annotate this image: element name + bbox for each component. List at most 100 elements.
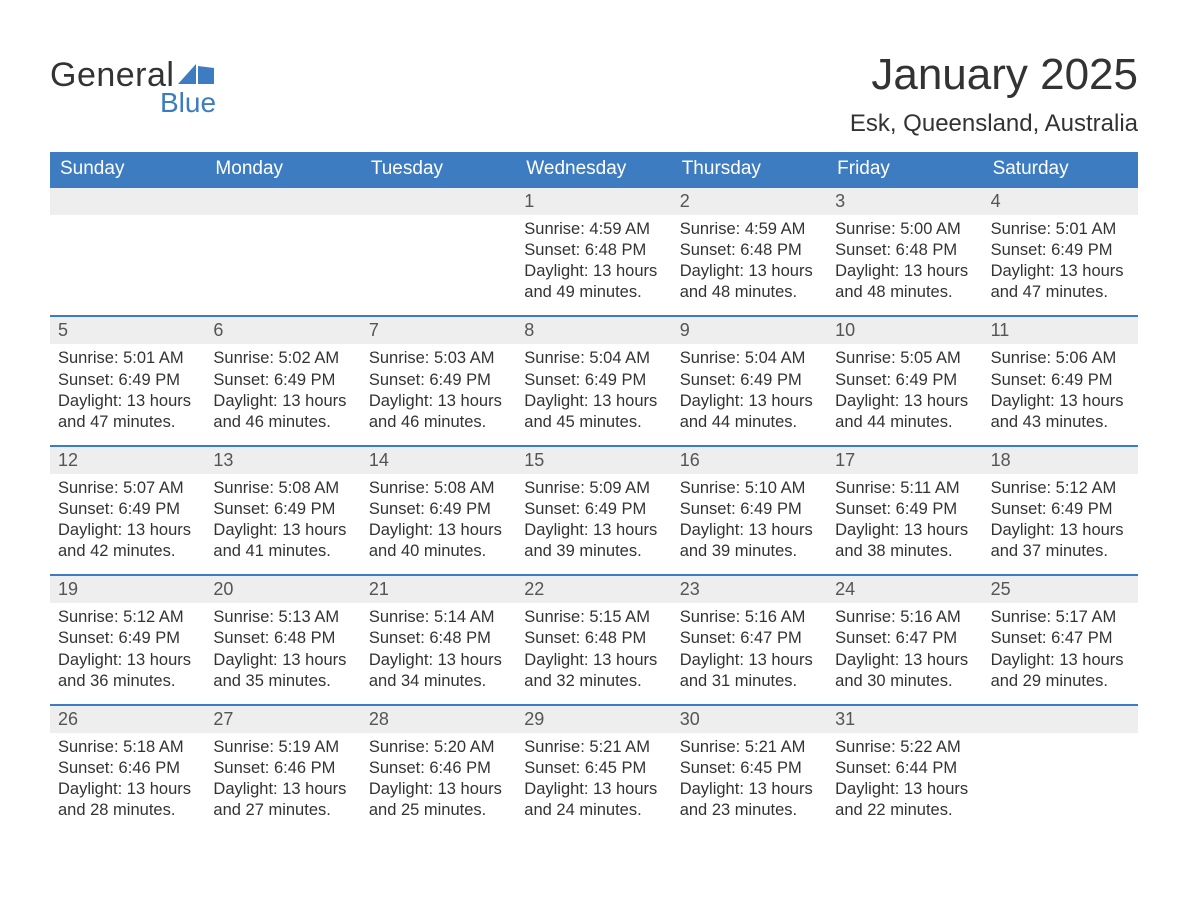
day-body: Sunrise: 5:03 AMSunset: 6:49 PMDaylight:… xyxy=(361,344,516,444)
weekday-cell: Friday xyxy=(827,152,982,186)
daylight-line: Daylight: 13 hours and 39 minutes. xyxy=(524,520,663,562)
day-number: 2 xyxy=(672,188,827,215)
daylight-line: Daylight: 13 hours and 46 minutes. xyxy=(369,391,508,433)
weekday-cell: Thursday xyxy=(672,152,827,186)
sunrise-line: Sunrise: 5:04 AM xyxy=(524,348,663,369)
sunrise-line: Sunrise: 5:20 AM xyxy=(369,737,508,758)
day-number: 4 xyxy=(983,188,1138,215)
sunset-line: Sunset: 6:44 PM xyxy=(835,758,974,779)
day-number: 3 xyxy=(827,188,982,215)
day-body: Sunrise: 5:16 AMSunset: 6:47 PMDaylight:… xyxy=(827,603,982,703)
page-header: General Blue January 2025 Esk, Queenslan… xyxy=(50,50,1138,138)
day-number: 29 xyxy=(516,706,671,733)
day-number: 17 xyxy=(827,447,982,474)
week-row: 1Sunrise: 4:59 AMSunset: 6:48 PMDaylight… xyxy=(50,186,1138,315)
day-body: Sunrise: 5:04 AMSunset: 6:49 PMDaylight:… xyxy=(672,344,827,444)
day-number: 6 xyxy=(205,317,360,344)
sunset-line: Sunset: 6:49 PM xyxy=(213,499,352,520)
sunrise-line: Sunrise: 4:59 AM xyxy=(680,219,819,240)
sunrise-line: Sunrise: 5:12 AM xyxy=(991,478,1130,499)
logo-block: General Blue xyxy=(50,50,216,119)
day-cell: 14Sunrise: 5:08 AMSunset: 6:49 PMDayligh… xyxy=(361,447,516,574)
day-cell: 2Sunrise: 4:59 AMSunset: 6:48 PMDaylight… xyxy=(672,188,827,315)
day-cell xyxy=(50,188,205,315)
day-number: 20 xyxy=(205,576,360,603)
day-body: Sunrise: 5:15 AMSunset: 6:48 PMDaylight:… xyxy=(516,603,671,703)
day-body: Sunrise: 5:17 AMSunset: 6:47 PMDaylight:… xyxy=(983,603,1138,703)
daylight-line: Daylight: 13 hours and 34 minutes. xyxy=(369,650,508,692)
sunset-line: Sunset: 6:48 PM xyxy=(369,628,508,649)
empty-day-bar xyxy=(50,188,205,215)
empty-day-bar xyxy=(205,188,360,215)
day-body: Sunrise: 5:11 AMSunset: 6:49 PMDaylight:… xyxy=(827,474,982,574)
daylight-line: Daylight: 13 hours and 49 minutes. xyxy=(524,261,663,303)
day-cell: 7Sunrise: 5:03 AMSunset: 6:49 PMDaylight… xyxy=(361,317,516,444)
day-cell: 29Sunrise: 5:21 AMSunset: 6:45 PMDayligh… xyxy=(516,706,671,833)
daylight-line: Daylight: 13 hours and 40 minutes. xyxy=(369,520,508,562)
daylight-line: Daylight: 13 hours and 47 minutes. xyxy=(991,261,1130,303)
daylight-line: Daylight: 13 hours and 24 minutes. xyxy=(524,779,663,821)
daylight-line: Daylight: 13 hours and 43 minutes. xyxy=(991,391,1130,433)
day-cell: 22Sunrise: 5:15 AMSunset: 6:48 PMDayligh… xyxy=(516,576,671,703)
sunset-line: Sunset: 6:49 PM xyxy=(369,370,508,391)
daylight-line: Daylight: 13 hours and 30 minutes. xyxy=(835,650,974,692)
day-cell: 18Sunrise: 5:12 AMSunset: 6:49 PMDayligh… xyxy=(983,447,1138,574)
sunrise-line: Sunrise: 5:02 AM xyxy=(213,348,352,369)
day-body: Sunrise: 5:12 AMSunset: 6:49 PMDaylight:… xyxy=(983,474,1138,574)
day-number: 13 xyxy=(205,447,360,474)
daylight-line: Daylight: 13 hours and 38 minutes. xyxy=(835,520,974,562)
sunset-line: Sunset: 6:47 PM xyxy=(835,628,974,649)
sunrise-line: Sunrise: 5:18 AM xyxy=(58,737,197,758)
sunrise-line: Sunrise: 5:13 AM xyxy=(213,607,352,628)
sunrise-line: Sunrise: 5:01 AM xyxy=(991,219,1130,240)
daylight-line: Daylight: 13 hours and 28 minutes. xyxy=(58,779,197,821)
daylight-line: Daylight: 13 hours and 45 minutes. xyxy=(524,391,663,433)
sunset-line: Sunset: 6:47 PM xyxy=(680,628,819,649)
sunset-line: Sunset: 6:49 PM xyxy=(213,370,352,391)
sunset-line: Sunset: 6:47 PM xyxy=(991,628,1130,649)
sunrise-line: Sunrise: 4:59 AM xyxy=(524,219,663,240)
sunset-line: Sunset: 6:48 PM xyxy=(680,240,819,261)
day-cell: 25Sunrise: 5:17 AMSunset: 6:47 PMDayligh… xyxy=(983,576,1138,703)
day-body: Sunrise: 5:01 AMSunset: 6:49 PMDaylight:… xyxy=(50,344,205,444)
day-cell xyxy=(983,706,1138,833)
day-cell: 9Sunrise: 5:04 AMSunset: 6:49 PMDaylight… xyxy=(672,317,827,444)
day-body: Sunrise: 5:07 AMSunset: 6:49 PMDaylight:… xyxy=(50,474,205,574)
day-body: Sunrise: 5:19 AMSunset: 6:46 PMDaylight:… xyxy=(205,733,360,833)
day-number: 30 xyxy=(672,706,827,733)
daylight-line: Daylight: 13 hours and 48 minutes. xyxy=(835,261,974,303)
day-body: Sunrise: 4:59 AMSunset: 6:48 PMDaylight:… xyxy=(672,215,827,315)
sunset-line: Sunset: 6:49 PM xyxy=(58,370,197,391)
sunrise-line: Sunrise: 5:05 AM xyxy=(835,348,974,369)
month-title: January 2025 xyxy=(850,50,1138,100)
sunrise-line: Sunrise: 5:08 AM xyxy=(369,478,508,499)
day-cell: 16Sunrise: 5:10 AMSunset: 6:49 PMDayligh… xyxy=(672,447,827,574)
sunrise-line: Sunrise: 5:06 AM xyxy=(991,348,1130,369)
day-cell: 8 Sunrise: 5:04 AMSunset: 6:49 PMDaylight… xyxy=(516,317,671,444)
daylight-line: Daylight: 13 hours and 47 minutes. xyxy=(58,391,197,433)
day-cell xyxy=(361,188,516,315)
sunset-line: Sunset: 6:49 PM xyxy=(680,499,819,520)
daylight-line: Daylight: 13 hours and 44 minutes. xyxy=(680,391,819,433)
sunrise-line: Sunrise: 5:08 AM xyxy=(213,478,352,499)
day-cell xyxy=(205,188,360,315)
day-cell: 4Sunrise: 5:01 AMSunset: 6:49 PMDaylight… xyxy=(983,188,1138,315)
day-cell: 10Sunrise: 5:05 AMSunset: 6:49 PMDayligh… xyxy=(827,317,982,444)
day-cell: 30Sunrise: 5:21 AMSunset: 6:45 PMDayligh… xyxy=(672,706,827,833)
day-body: Sunrise: 5:00 AMSunset: 6:48 PMDaylight:… xyxy=(827,215,982,315)
week-row: 12Sunrise: 5:07 AMSunset: 6:49 PMDayligh… xyxy=(50,445,1138,574)
daylight-line: Daylight: 13 hours and 32 minutes. xyxy=(524,650,663,692)
day-number: 19 xyxy=(50,576,205,603)
sunset-line: Sunset: 6:49 PM xyxy=(524,370,663,391)
daylight-line: Daylight: 13 hours and 23 minutes. xyxy=(680,779,819,821)
day-body: Sunrise: 5:10 AMSunset: 6:49 PMDaylight:… xyxy=(672,474,827,574)
week-row: 19Sunrise: 5:12 AMSunset: 6:49 PMDayligh… xyxy=(50,574,1138,703)
sunset-line: Sunset: 6:48 PM xyxy=(835,240,974,261)
day-number: 8 xyxy=(516,317,671,344)
daylight-line: Daylight: 13 hours and 42 minutes. xyxy=(58,520,197,562)
sunrise-line: Sunrise: 5:16 AM xyxy=(680,607,819,628)
day-number: 27 xyxy=(205,706,360,733)
day-number: 23 xyxy=(672,576,827,603)
day-body: Sunrise: 5:20 AMSunset: 6:46 PMDaylight:… xyxy=(361,733,516,833)
sunrise-line: Sunrise: 5:01 AM xyxy=(58,348,197,369)
